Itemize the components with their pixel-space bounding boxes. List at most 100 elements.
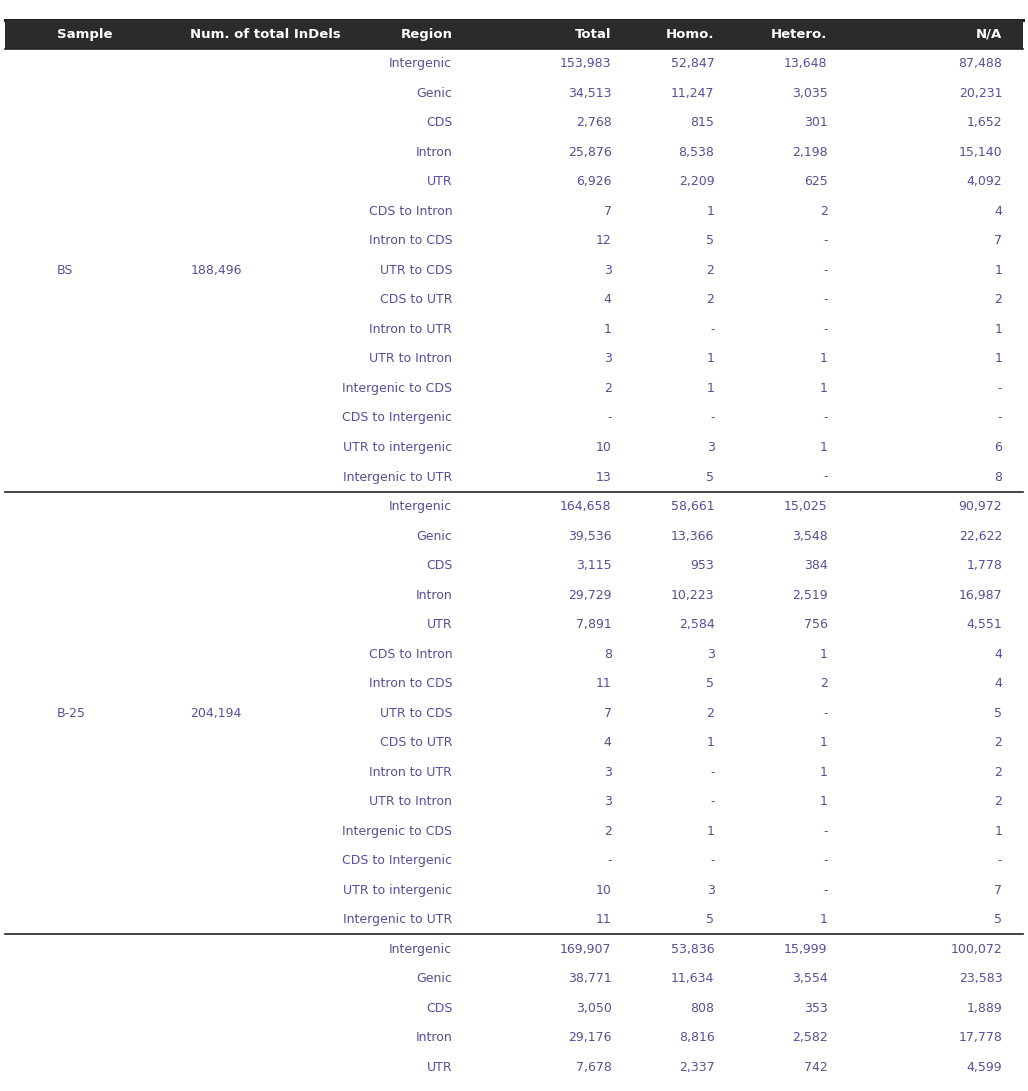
Text: Intergenic: Intergenic <box>390 58 452 70</box>
Text: 742: 742 <box>804 1060 828 1074</box>
Text: 1: 1 <box>819 736 828 750</box>
Text: CDS: CDS <box>426 559 452 572</box>
Text: Intergenic: Intergenic <box>390 500 452 513</box>
Text: N/A: N/A <box>976 28 1002 40</box>
Text: 3: 3 <box>706 441 714 454</box>
Text: CDS: CDS <box>426 1002 452 1015</box>
Text: 2,337: 2,337 <box>678 1060 714 1074</box>
Text: 8,538: 8,538 <box>678 146 714 159</box>
Text: 1: 1 <box>819 648 828 660</box>
Text: 2: 2 <box>706 264 714 277</box>
Text: 3,548: 3,548 <box>792 529 828 542</box>
Text: 169,907: 169,907 <box>560 943 612 956</box>
Text: 100,072: 100,072 <box>951 943 1002 956</box>
Text: 38,771: 38,771 <box>567 972 612 985</box>
Text: 2: 2 <box>819 678 828 691</box>
Text: 3,115: 3,115 <box>576 559 612 572</box>
Text: 8,816: 8,816 <box>678 1031 714 1044</box>
Text: -: - <box>998 854 1002 867</box>
Text: -: - <box>608 854 612 867</box>
Text: 1: 1 <box>819 913 828 926</box>
Text: 8: 8 <box>994 470 1002 483</box>
Text: 1: 1 <box>819 795 828 808</box>
Text: -: - <box>823 854 828 867</box>
Text: -: - <box>823 411 828 424</box>
Text: 3: 3 <box>706 648 714 660</box>
Text: 2: 2 <box>994 293 1002 307</box>
Text: Num. of total InDels: Num. of total InDels <box>190 28 341 40</box>
Text: Intron to CDS: Intron to CDS <box>369 235 452 248</box>
Text: 2,519: 2,519 <box>792 588 828 601</box>
Text: 1: 1 <box>819 352 828 365</box>
Text: 7,891: 7,891 <box>576 619 612 631</box>
Text: 353: 353 <box>804 1002 828 1015</box>
Text: 15,999: 15,999 <box>784 943 828 956</box>
Text: -: - <box>608 411 612 424</box>
Text: 1: 1 <box>706 736 714 750</box>
Text: 4: 4 <box>994 648 1002 660</box>
Text: 25,876: 25,876 <box>567 146 612 159</box>
Text: CDS: CDS <box>426 117 452 130</box>
Bar <box>5 20 1023 49</box>
Text: -: - <box>710 854 714 867</box>
Text: 6,926: 6,926 <box>576 176 612 189</box>
Text: 11,634: 11,634 <box>671 972 714 985</box>
Text: UTR to Intron: UTR to Intron <box>369 795 452 808</box>
Text: CDS to Intergenic: CDS to Intergenic <box>342 854 452 867</box>
Text: CDS to UTR: CDS to UTR <box>379 293 452 307</box>
Text: 1: 1 <box>706 205 714 218</box>
Text: -: - <box>823 470 828 483</box>
Text: -: - <box>998 382 1002 395</box>
Text: 5: 5 <box>706 913 714 926</box>
Text: 53,836: 53,836 <box>671 943 714 956</box>
Text: 3: 3 <box>603 264 612 277</box>
Text: 17,778: 17,778 <box>958 1031 1002 1044</box>
Text: 3: 3 <box>603 795 612 808</box>
Text: UTR to intergenic: UTR to intergenic <box>343 441 452 454</box>
Text: 4,551: 4,551 <box>966 619 1002 631</box>
Text: 2,582: 2,582 <box>792 1031 828 1044</box>
Text: 1: 1 <box>706 352 714 365</box>
Text: 11: 11 <box>596 913 612 926</box>
Text: 164,658: 164,658 <box>560 500 612 513</box>
Text: 3: 3 <box>603 766 612 779</box>
Text: UTR to Intron: UTR to Intron <box>369 352 452 365</box>
Text: 3,050: 3,050 <box>576 1002 612 1015</box>
Text: CDS to Intergenic: CDS to Intergenic <box>342 411 452 424</box>
Text: UTR to CDS: UTR to CDS <box>379 264 452 277</box>
Text: 39,536: 39,536 <box>568 529 612 542</box>
Text: 15,140: 15,140 <box>959 146 1002 159</box>
Text: 2: 2 <box>994 766 1002 779</box>
Text: 1,652: 1,652 <box>966 117 1002 130</box>
Text: 2,209: 2,209 <box>678 176 714 189</box>
Text: 8: 8 <box>603 648 612 660</box>
Text: 1,889: 1,889 <box>966 1002 1002 1015</box>
Text: 2,584: 2,584 <box>678 619 714 631</box>
Text: 1: 1 <box>706 382 714 395</box>
Text: 2: 2 <box>994 795 1002 808</box>
Text: Intergenic to CDS: Intergenic to CDS <box>342 825 452 838</box>
Text: 2: 2 <box>819 205 828 218</box>
Text: Intron to UTR: Intron to UTR <box>369 323 452 336</box>
Text: Genic: Genic <box>416 972 452 985</box>
Text: 12: 12 <box>596 235 612 248</box>
Text: 1: 1 <box>994 323 1002 336</box>
Text: 5: 5 <box>706 470 714 483</box>
Text: 188,496: 188,496 <box>190 264 242 277</box>
Text: 2: 2 <box>994 736 1002 750</box>
Text: 34,513: 34,513 <box>568 87 612 100</box>
Text: 7: 7 <box>603 707 612 720</box>
Text: 153,983: 153,983 <box>560 58 612 70</box>
Text: 1: 1 <box>603 323 612 336</box>
Text: -: - <box>710 766 714 779</box>
Text: UTR to intergenic: UTR to intergenic <box>343 884 452 897</box>
Text: 3,035: 3,035 <box>792 87 828 100</box>
Text: 4: 4 <box>603 293 612 307</box>
Text: UTR: UTR <box>427 619 452 631</box>
Text: -: - <box>823 264 828 277</box>
Text: 22,622: 22,622 <box>959 529 1002 542</box>
Text: 1: 1 <box>706 825 714 838</box>
Text: -: - <box>998 411 1002 424</box>
Text: -: - <box>710 411 714 424</box>
Text: 625: 625 <box>804 176 828 189</box>
